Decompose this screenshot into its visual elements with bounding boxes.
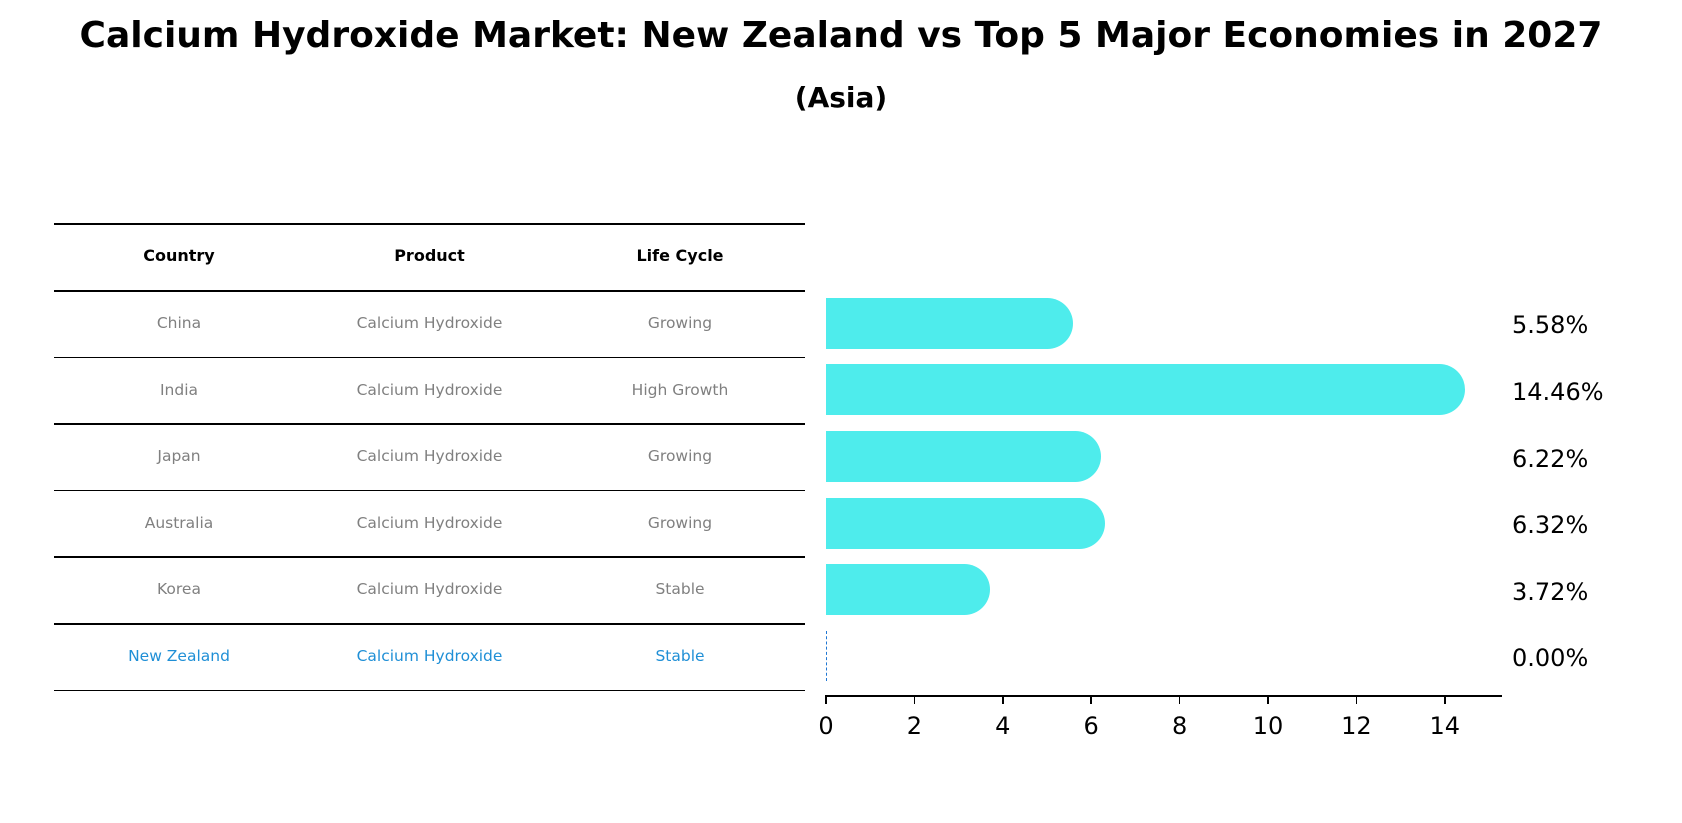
value-label: 6.32% xyxy=(1512,511,1589,540)
x-tick-label: 12 xyxy=(1341,712,1372,740)
table-header-rule xyxy=(54,290,805,292)
x-tick-label: 6 xyxy=(1083,712,1099,740)
x-tick xyxy=(1267,695,1269,704)
cell-product: Calcium Hydroxide xyxy=(356,647,503,665)
value-label: 0.00% xyxy=(1512,644,1589,673)
bar-korea xyxy=(826,564,991,616)
cell-product: Calcium Hydroxide xyxy=(356,513,503,532)
table-row-rule xyxy=(54,689,805,692)
bar-china xyxy=(826,297,1073,349)
cell-country: India xyxy=(159,380,199,399)
x-axis-line xyxy=(826,695,1502,697)
bar-japan xyxy=(826,431,1101,482)
table-row-rule xyxy=(54,623,805,625)
bar-india xyxy=(826,364,1466,416)
table-row-rule xyxy=(54,556,805,558)
cell-product: Calcium Hydroxide xyxy=(356,380,503,399)
x-tick-label: 2 xyxy=(906,712,923,740)
x-tick xyxy=(913,695,916,704)
value-label: 5.58% xyxy=(1512,311,1589,340)
x-tick xyxy=(1444,695,1446,704)
x-tick xyxy=(1355,695,1358,704)
chart-title: Calcium Hydroxide Market: New Zealand vs… xyxy=(79,15,1603,56)
column-header-product: Product xyxy=(394,246,465,265)
x-tick-label: 4 xyxy=(995,712,1011,740)
x-tick-label: 10 xyxy=(1252,712,1284,740)
value-label: 6.22% xyxy=(1512,444,1589,473)
x-tick-label: 14 xyxy=(1429,712,1461,740)
bar-australia xyxy=(826,497,1106,549)
cell-product: Calcium Hydroxide xyxy=(356,580,503,599)
cell-life-cycle: Growing xyxy=(647,513,713,532)
cell-country: Australia xyxy=(144,513,214,532)
table-row-rule xyxy=(54,423,805,425)
x-tick xyxy=(1090,695,1092,704)
table-row-rule xyxy=(54,489,805,492)
cell-life-cycle: Stable xyxy=(655,580,705,599)
cell-country: Korea xyxy=(157,580,201,599)
cell-country: China xyxy=(156,314,202,332)
value-label: 3.72% xyxy=(1512,577,1589,606)
cell-life-cycle: Growing xyxy=(647,314,713,332)
cell-product: Calcium Hydroxide xyxy=(356,447,503,466)
chart-subtitle: (Asia) xyxy=(794,81,888,114)
column-header-life-cycle: Life Cycle xyxy=(636,246,724,265)
table-top-rule xyxy=(54,223,805,225)
zero-value-dashed-marker xyxy=(826,631,827,682)
value-label: 14.46% xyxy=(1512,377,1604,406)
x-tick-label: 0 xyxy=(818,712,834,740)
x-tick xyxy=(1178,695,1181,704)
x-tick xyxy=(825,695,827,704)
cell-product: Calcium Hydroxide xyxy=(356,314,503,332)
cell-life-cycle: Growing xyxy=(647,447,713,466)
cell-country: New Zealand xyxy=(128,647,230,665)
column-header-country: Country xyxy=(143,246,215,265)
cell-life-cycle: High Growth xyxy=(631,380,729,399)
x-tick-label: 8 xyxy=(1171,712,1188,740)
table-row-rule xyxy=(54,356,805,359)
cell-country: Japan xyxy=(157,447,201,466)
cell-life-cycle: Stable xyxy=(655,647,705,665)
x-tick xyxy=(1002,695,1004,704)
